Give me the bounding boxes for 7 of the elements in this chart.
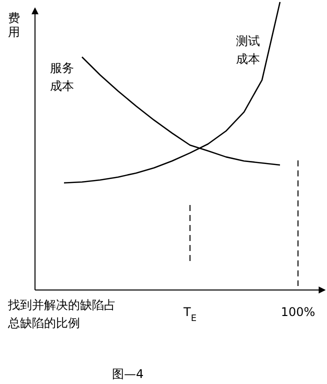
x-tick-label: 100% (280, 305, 316, 319)
x-tick-label: T$_{E}$ (182, 305, 197, 324)
text: 图—4 (112, 367, 144, 381)
x-axis-title: 找到并解决的缺陷占总缺陷的比例 (7, 298, 116, 330)
series-label: 测试成本 (236, 34, 260, 66)
series-label: 服务成本 (50, 61, 74, 94)
y-axis-title: 费用 (8, 11, 20, 39)
